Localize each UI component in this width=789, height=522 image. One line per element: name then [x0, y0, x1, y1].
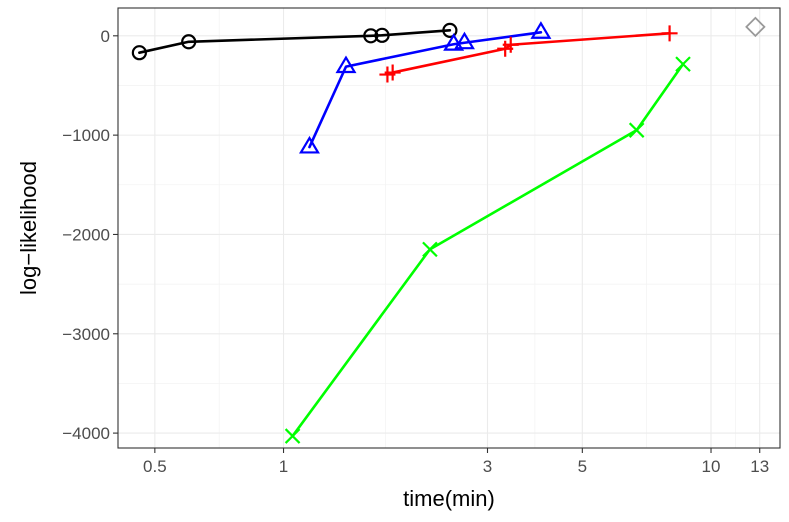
- x-axis-title: time(min): [403, 486, 495, 511]
- series-0: [131, 22, 458, 61]
- data-point-diamond: [745, 16, 766, 38]
- data-point-cross: [284, 428, 301, 444]
- series-3: [284, 56, 691, 444]
- data-point-plus: [502, 36, 519, 53]
- y-tick-label: −4000: [62, 424, 110, 443]
- data-point-cross: [628, 122, 645, 138]
- major-gridlines: [118, 8, 780, 448]
- x-axis-ticks: 0.5 1 3 5 10 13: [143, 448, 769, 476]
- series-line: [291, 62, 685, 438]
- data-point-circle: [131, 45, 147, 61]
- series-line: [308, 31, 543, 149]
- data-point-cross: [675, 56, 691, 72]
- data-point-circle: [181, 34, 197, 50]
- data-point-triangle: [530, 21, 552, 39]
- y-axis-title: log−likelihood: [16, 161, 41, 295]
- x-tick-label: 3: [483, 457, 492, 476]
- series-4: [745, 16, 766, 38]
- x-tick-label: 10: [702, 457, 721, 476]
- data-point-circle: [363, 28, 379, 44]
- minor-gridlines: [118, 8, 780, 448]
- data-point-circle: [374, 27, 390, 43]
- data-point-triangle: [335, 55, 357, 74]
- y-tick-label: −1000: [62, 126, 110, 145]
- data-point-plus: [384, 64, 401, 81]
- data-point-triangle: [298, 135, 320, 154]
- x-tick-label: 13: [750, 457, 769, 476]
- x-tick-label: 5: [578, 457, 587, 476]
- y-axis-ticks: 0 −1000 −2000 −3000 −4000: [62, 27, 118, 443]
- data-point-triangle: [443, 33, 465, 51]
- x-tick-label: 0.5: [143, 457, 167, 476]
- series-2: [379, 25, 678, 83]
- panel-border: [117, 7, 781, 449]
- series-line: [138, 29, 452, 54]
- x-tick-label: 1: [279, 457, 288, 476]
- series-layer: [131, 16, 766, 444]
- series-1: [298, 21, 552, 154]
- data-point-plus: [661, 25, 678, 42]
- y-tick-label: 0: [101, 27, 110, 46]
- y-tick-label: −2000: [62, 225, 110, 244]
- data-point-triangle: [453, 31, 475, 50]
- data-point-circle: [442, 22, 458, 38]
- data-point-cross: [422, 241, 438, 258]
- y-tick-label: −3000: [62, 325, 110, 344]
